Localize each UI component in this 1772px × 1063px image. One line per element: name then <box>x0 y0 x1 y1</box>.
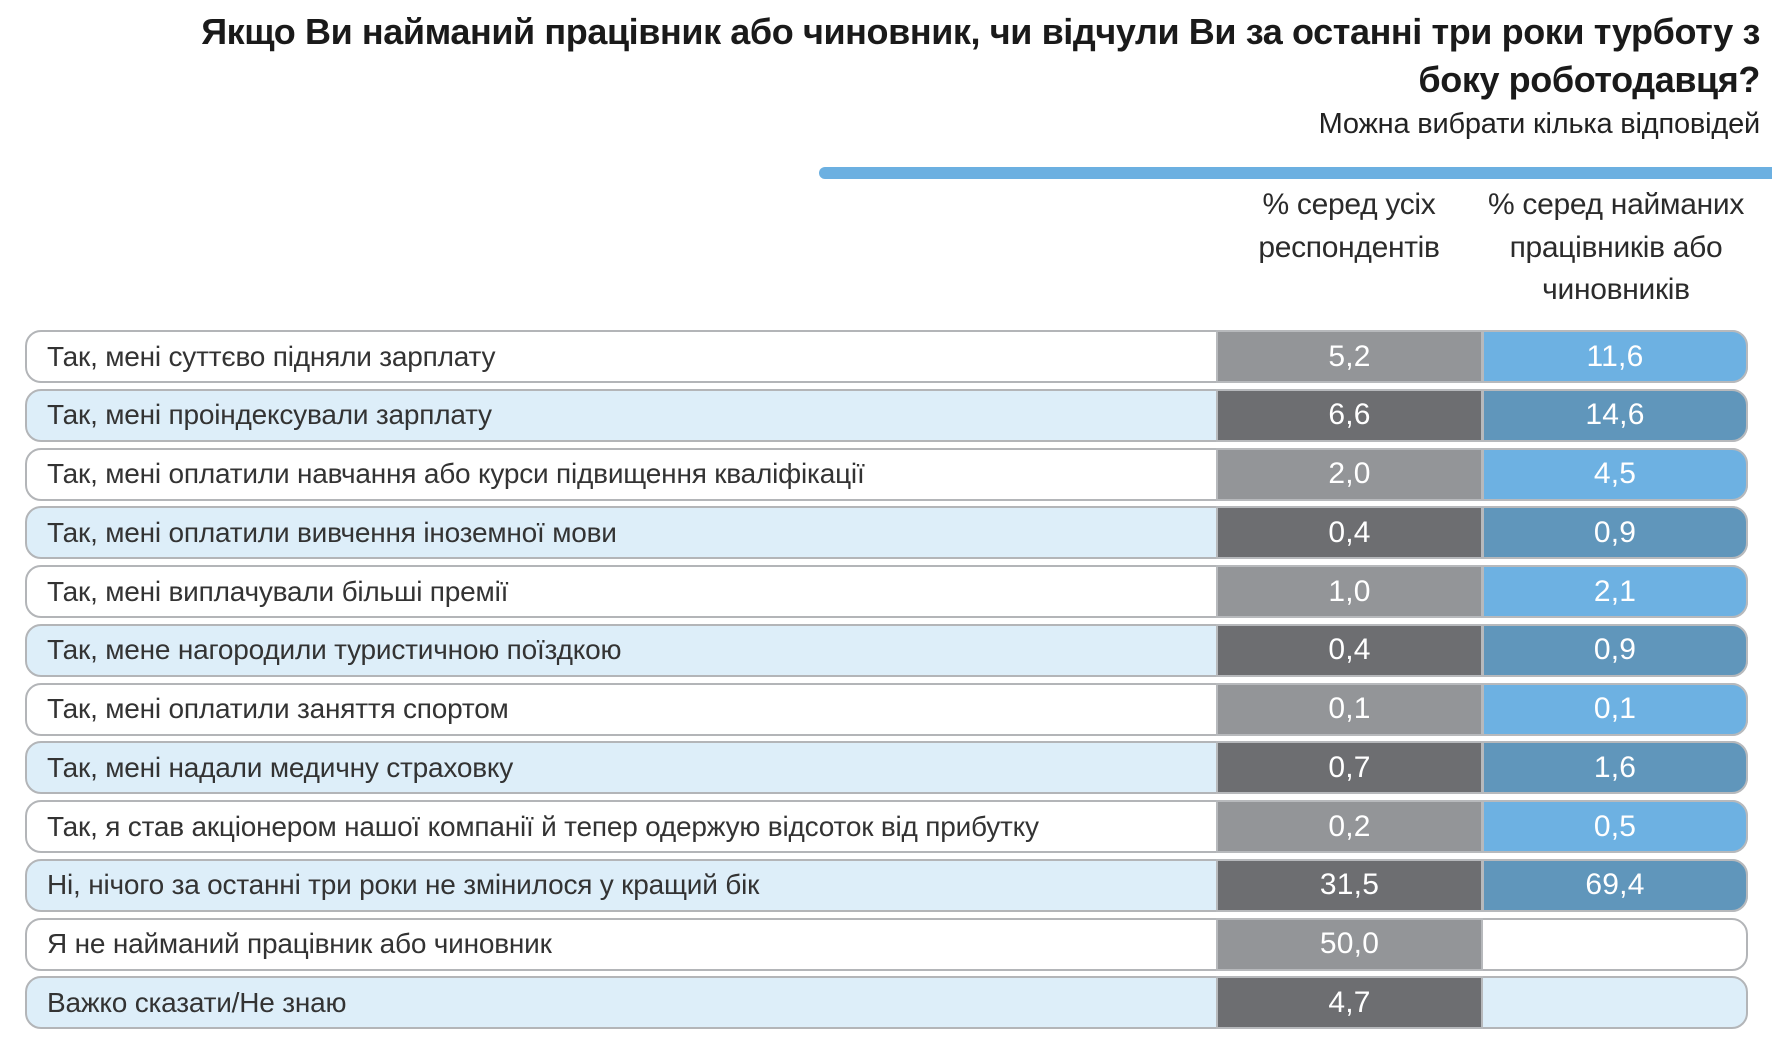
row-label: Так, мені оплатили заняття спортом <box>47 693 509 724</box>
row-label: Так, мені оплатили навчання або курси пі… <box>47 458 865 489</box>
value-cell-employed: 0,9 <box>1482 506 1748 560</box>
row-label: Важко сказати/Не знаю <box>47 986 347 1018</box>
table-row: Так, я став акціонером нашої компанії й … <box>25 800 1748 853</box>
value-cell-employed: 4,5 <box>1482 447 1748 501</box>
table-row: Так, мені оплатили заняття спортом 0,1 0… <box>25 682 1748 736</box>
column-header-all-respondents: % серед усіх респондентів <box>1258 188 1440 264</box>
value-cell-employed: 69,4 <box>1482 858 1748 912</box>
value-cell-all-respondents: 31,5 <box>1216 858 1483 912</box>
value-cell-all-respondents: 1,0 <box>1216 565 1483 618</box>
table-row: Так, мені оплатили вивчення іноземної мо… <box>25 506 1748 560</box>
page-title-line-2: боку роботодавця? <box>1418 58 1760 100</box>
page-title-line-1: Якщо Ви найманий працівник або чиновник,… <box>201 11 1760 52</box>
value-cell-all-respondents: 0,4 <box>1216 623 1483 677</box>
table-row: Так, мене нагородили туристичною поїздко… <box>25 623 1748 677</box>
row-label: Так, мені оплатили вивчення іноземної мо… <box>47 516 617 548</box>
row-label: Так, мені надали медичну страховку <box>47 751 514 783</box>
value-cell-all-respondents: 0,7 <box>1216 741 1483 795</box>
answers-table: Так, мені суттєво підняли зарплату 5,2 1… <box>25 330 1748 1030</box>
value-cell-all-respondents: 0,2 <box>1216 800 1483 853</box>
value-cell-all-respondents: 4,7 <box>1216 976 1483 1030</box>
table-row: Я не найманий працівник або чиновник 50,… <box>25 917 1748 971</box>
page-title: Якщо Ви найманий працівник або чиновник,… <box>40 8 1760 103</box>
table-row: Важко сказати/Не знаю 4,7 <box>25 976 1748 1030</box>
row-label: Так, мені виплачували більші премії <box>47 575 509 607</box>
row-label: Я не найманий працівник або чиновник <box>47 928 552 959</box>
table-row: Так, мені суттєво підняли зарплату 5,2 1… <box>25 330 1748 383</box>
value-cell-all-respondents: 5,2 <box>1216 330 1483 383</box>
row-label: Так, я став акціонером нашої компанії й … <box>47 810 1039 842</box>
value-cell-employed: 14,6 <box>1482 388 1748 442</box>
table-row: Так, мені проіндексували зарплату 6,6 14… <box>25 388 1748 442</box>
value-cell-employed: 11,6 <box>1482 330 1748 383</box>
value-cell-all-respondents: 2,0 <box>1216 447 1483 501</box>
table-row: Так, мені оплатили навчання або курси пі… <box>25 447 1748 501</box>
accent-divider-line <box>819 167 1772 179</box>
table-row: Ні, нічого за останні три роки не змінил… <box>25 858 1748 912</box>
value-cell-all-respondents: 50,0 <box>1216 917 1483 971</box>
value-cell-all-respondents: 0,1 <box>1216 682 1483 736</box>
row-label: Так, мені суттєво підняли зарплату <box>47 340 496 372</box>
value-cell-employed: 2,1 <box>1482 565 1748 618</box>
table-row: Так, мені виплачували більші премії 1,0 … <box>25 565 1748 618</box>
value-cell-employed: 1,6 <box>1482 741 1748 795</box>
table-row: Так, мені надали медичну страховку 0,7 1… <box>25 741 1748 795</box>
value-cell-employed: 0,5 <box>1482 800 1748 853</box>
value-cell-all-respondents: 0,4 <box>1216 506 1483 560</box>
value-cell-all-respondents: 6,6 <box>1216 388 1483 442</box>
row-label: Так, мені проіндексували зарплату <box>47 399 492 431</box>
row-label: Ні, нічого за останні три роки не змінил… <box>47 869 760 901</box>
value-cell-employed: 0,1 <box>1482 682 1748 736</box>
survey-note: Можна вибрати кілька відповідей <box>1318 108 1761 140</box>
value-cell-employed: 0,9 <box>1482 623 1748 677</box>
column-header-employed: % серед найманих працівників або чиновни… <box>1487 188 1745 307</box>
row-label: Так, мене нагородили туристичною поїздко… <box>47 634 622 666</box>
